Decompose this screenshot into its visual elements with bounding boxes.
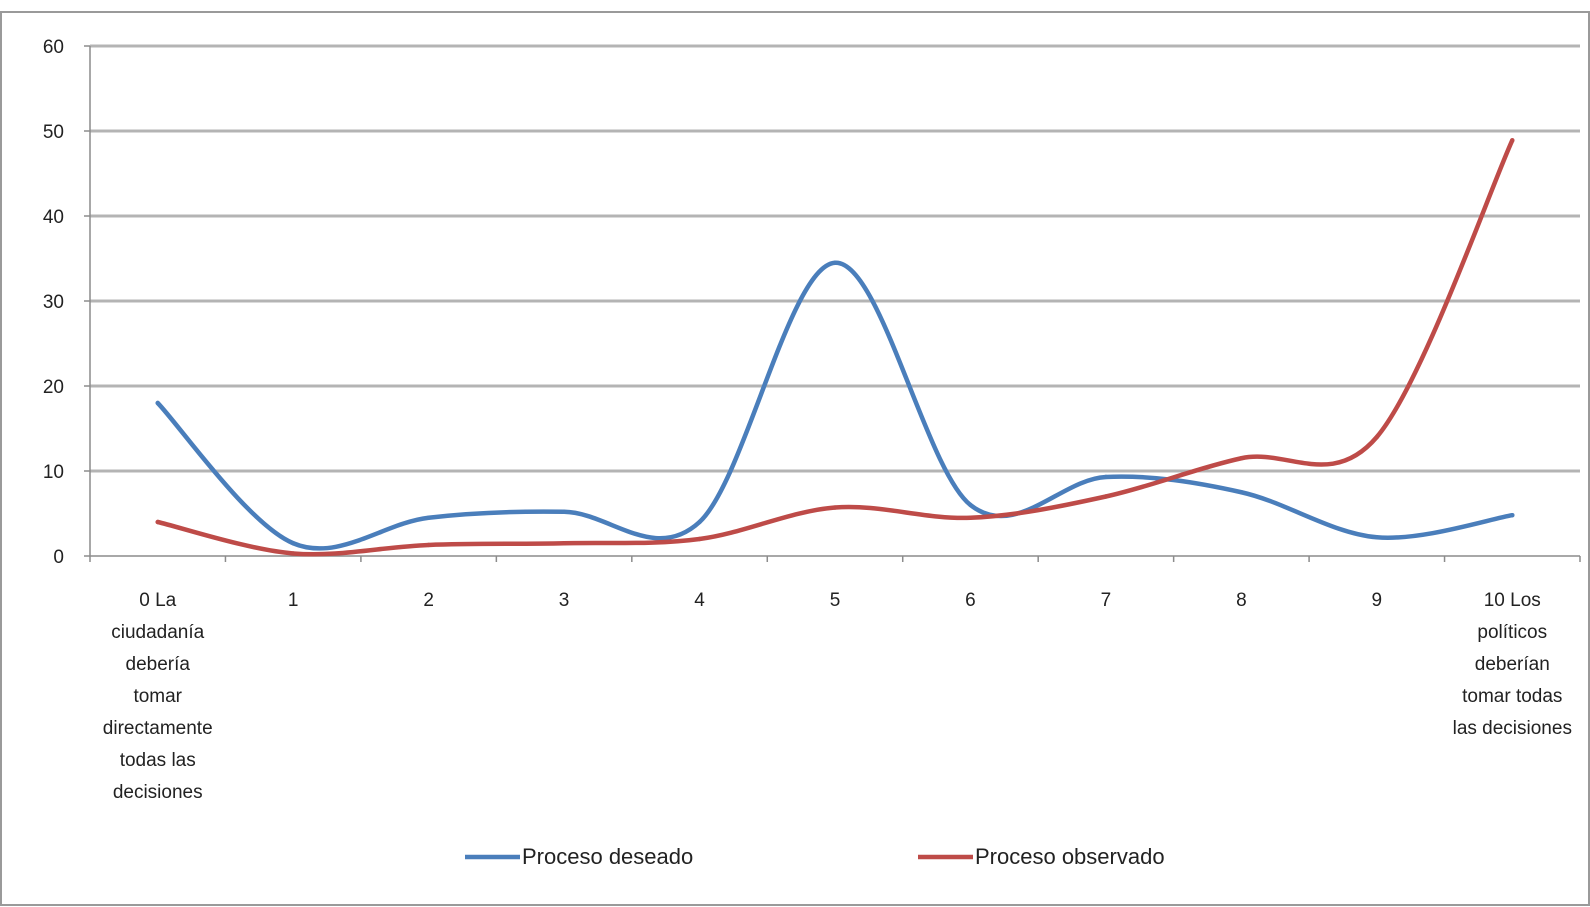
y-tick-label: 50 [43,122,64,143]
y-tick-label: 0 [53,547,64,568]
gridlines [90,44,1580,473]
chart-border [0,11,1590,906]
x-tick-label: 8 [1236,590,1247,611]
x-tick-label: 2 [423,590,434,611]
x-tick-label: 1 [288,590,299,611]
series-line-1 [155,260,1515,551]
x-axis-ticks: 0 La ciudadanía debería tomar directamente to… [89,556,1581,803]
data-point [426,515,431,520]
x-tick-label: 0 La ciudadanía debería tomar directamente to… [103,590,213,803]
data-point [1103,494,1109,499]
data-point [1239,490,1244,495]
y-tick-label: 40 [43,207,64,228]
legend-label: Proceso observado [975,844,1165,869]
legend-label: Proceso deseado [522,844,693,869]
x-tick-label: 10 Los políticos deberían tomar todas las de… [1453,590,1572,739]
x-tick-label: 3 [559,590,570,611]
data-point [832,505,838,510]
data-point [1510,138,1515,143]
x-tick-label: 9 [1372,590,1383,611]
x-tick-label: 7 [1101,590,1112,611]
data-point [290,541,296,546]
data-point [697,536,702,542]
data-point [832,260,838,265]
data-point [1239,456,1244,461]
data-point [561,509,567,514]
x-tick-label: 6 [965,590,976,611]
data-point [155,400,160,406]
y-tick-label: 20 [43,377,64,398]
data-point [561,541,567,546]
series-line-2 [155,138,1515,557]
x-tick-label: 5 [830,590,841,611]
data-point [1510,513,1515,518]
y-tick-label: 60 [43,37,64,58]
data-point [1374,434,1380,440]
series-lines [155,138,1515,557]
y-tick-label: 30 [43,292,64,313]
data-point [697,519,702,525]
legend: Proceso deseado Proceso observado [465,844,1165,869]
data-point [1374,535,1380,540]
data-point [968,515,973,520]
data-point [155,519,160,525]
y-tick-label: 10 [43,462,64,483]
data-point [426,542,431,548]
y-axis-ticks: 0 10 20 30 40 50 60 [43,37,90,568]
data-point [968,502,973,508]
x-tick-label: 4 [694,590,705,611]
data-point [1103,474,1109,480]
data-point [290,551,296,556]
